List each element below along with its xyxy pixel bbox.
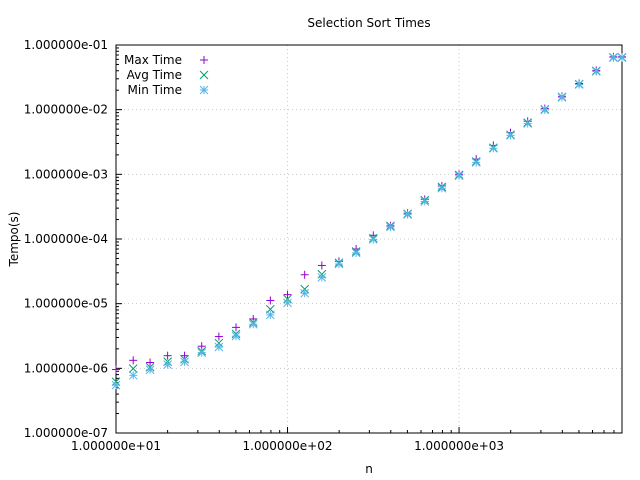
data-point <box>454 171 464 181</box>
data-point <box>471 158 481 167</box>
data-point <box>300 288 310 298</box>
data-point <box>248 319 258 329</box>
x-tick-label: 1.000000e+03 <box>414 439 504 453</box>
legend-marker <box>199 85 209 95</box>
data-point <box>300 270 309 279</box>
y-tick-label: 1.000000e-06 <box>24 361 108 375</box>
data-marks <box>111 52 627 390</box>
data-point <box>574 80 584 89</box>
data-point <box>609 53 618 63</box>
y-tick-label: 1.000000e-07 <box>24 426 108 440</box>
data-point <box>111 380 121 390</box>
x-axis-label: n <box>365 462 373 476</box>
data-point <box>214 332 223 341</box>
x-tick-label: 1.000000e+01 <box>71 439 161 453</box>
data-point <box>300 284 310 294</box>
data-point <box>334 259 344 269</box>
data-point <box>591 67 601 76</box>
data-point <box>163 351 172 360</box>
data-point <box>128 364 138 373</box>
legend-label: Min Time <box>128 83 182 97</box>
y-tick-label: 1.000000e-03 <box>24 167 108 181</box>
x-tick-label: 1.000000e+02 <box>243 439 333 453</box>
data-point <box>112 365 120 374</box>
data-point <box>146 358 155 367</box>
data-point <box>420 197 430 206</box>
data-point <box>145 365 155 375</box>
axis-ticks: 1.000000e+01 1.000000e+02 1.000000e+03 1.00… <box>24 38 615 453</box>
data-point <box>283 290 292 299</box>
data-point <box>129 356 138 365</box>
y-tick-label: 1.000000e-04 <box>24 232 108 246</box>
legend-marker <box>200 56 208 64</box>
data-point <box>180 357 189 367</box>
chart-title: Selection Sort Times <box>307 16 430 30</box>
data-point <box>232 323 241 332</box>
data-point <box>317 273 327 282</box>
data-point <box>437 183 447 193</box>
data-point <box>231 331 241 341</box>
y-axis-label: Tempo(s) <box>7 212 21 268</box>
grid-lines <box>116 45 622 433</box>
data-point <box>214 342 224 352</box>
data-point <box>197 348 207 357</box>
data-point <box>617 53 627 63</box>
series-min-time <box>111 53 627 390</box>
data-point <box>163 360 172 370</box>
data-point <box>368 235 378 244</box>
legend-marker <box>199 70 209 80</box>
series-avg-time <box>111 52 627 387</box>
legend-label: Max Time <box>124 53 182 67</box>
y-tick-label: 1.000000e-01 <box>24 38 108 52</box>
data-point <box>506 131 515 140</box>
data-point <box>386 222 395 232</box>
data-point <box>351 248 361 258</box>
legend-label: Avg Time <box>127 68 182 82</box>
data-point <box>403 210 412 219</box>
data-point <box>489 144 498 153</box>
y-tick-label: 1.000000e-05 <box>24 297 108 311</box>
data-point <box>523 119 533 128</box>
y-tick-label: 1.000000e-02 <box>24 103 108 117</box>
data-point <box>557 93 567 102</box>
series-max-time <box>112 52 626 374</box>
data-point <box>283 298 292 308</box>
data-point <box>540 105 550 115</box>
data-point <box>317 261 326 270</box>
data-point <box>128 370 138 380</box>
data-point <box>265 310 275 320</box>
data-point <box>266 296 275 305</box>
